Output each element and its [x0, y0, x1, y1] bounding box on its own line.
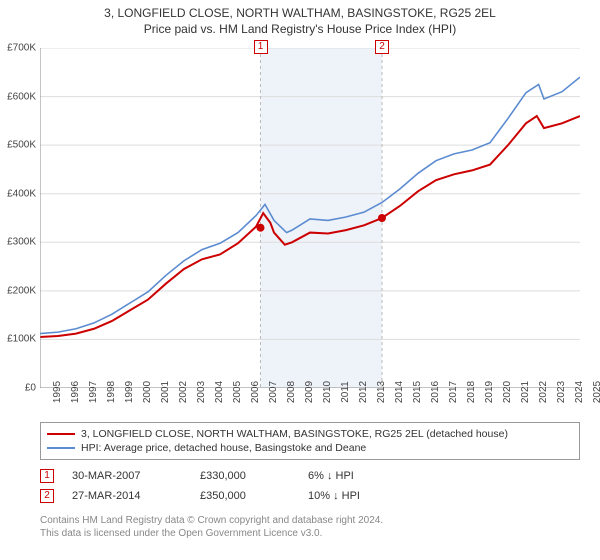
legend-item: 3, LONGFIELD CLOSE, NORTH WALTHAM, BASIN… [47, 427, 573, 441]
legend-swatch [47, 433, 75, 435]
title-block: 3, LONGFIELD CLOSE, NORTH WALTHAM, BASIN… [0, 0, 600, 36]
title-address: 3, LONGFIELD CLOSE, NORTH WALTHAM, BASIN… [0, 6, 600, 20]
chart-svg [40, 48, 580, 388]
sale-marker-box: 1 [254, 40, 268, 54]
sale-row: 2 27-MAR-2014 £350,000 10% ↓ HPI [40, 486, 580, 506]
y-tick-label: £600K [7, 91, 36, 102]
sale-index-box: 2 [40, 489, 54, 503]
legend-label: 3, LONGFIELD CLOSE, NORTH WALTHAM, BASIN… [81, 428, 508, 440]
footer: Contains HM Land Registry data © Crown c… [40, 514, 580, 540]
sale-index-box: 1 [40, 469, 54, 483]
y-tick-label: £0 [25, 383, 36, 394]
sale-delta: 6% ↓ HPI [308, 470, 354, 482]
title-subtitle: Price paid vs. HM Land Registry's House … [0, 22, 600, 36]
sales-table: 1 30-MAR-2007 £330,000 6% ↓ HPI 2 27-MAR… [40, 466, 580, 506]
footer-line: This data is licensed under the Open Gov… [40, 527, 580, 540]
footer-line: Contains HM Land Registry data © Crown c… [40, 514, 580, 527]
legend-label: HPI: Average price, detached house, Basi… [81, 442, 366, 454]
sale-delta: 10% ↓ HPI [308, 490, 360, 502]
y-tick-label: £300K [7, 237, 36, 248]
sale-date: 30-MAR-2007 [72, 470, 182, 482]
sale-date: 27-MAR-2014 [72, 490, 182, 502]
sale-row: 1 30-MAR-2007 £330,000 6% ↓ HPI [40, 466, 580, 486]
y-tick-label: £400K [7, 188, 36, 199]
y-tick-label: £100K [7, 334, 36, 345]
chart-area: £0£100K£200K£300K£400K£500K£600K£700K199… [40, 48, 580, 388]
legend-item: HPI: Average price, detached house, Basi… [47, 441, 573, 455]
y-tick-label: £200K [7, 285, 36, 296]
y-tick-label: £500K [7, 140, 36, 151]
x-tick-label: 2025 [580, 381, 600, 403]
sale-marker-box: 2 [375, 40, 389, 54]
legend-swatch [47, 447, 75, 449]
figure: 3, LONGFIELD CLOSE, NORTH WALTHAM, BASIN… [0, 0, 600, 560]
y-tick-label: £700K [7, 43, 36, 54]
legend: 3, LONGFIELD CLOSE, NORTH WALTHAM, BASIN… [40, 422, 580, 460]
sale-price: £330,000 [200, 470, 290, 482]
sale-price: £350,000 [200, 490, 290, 502]
